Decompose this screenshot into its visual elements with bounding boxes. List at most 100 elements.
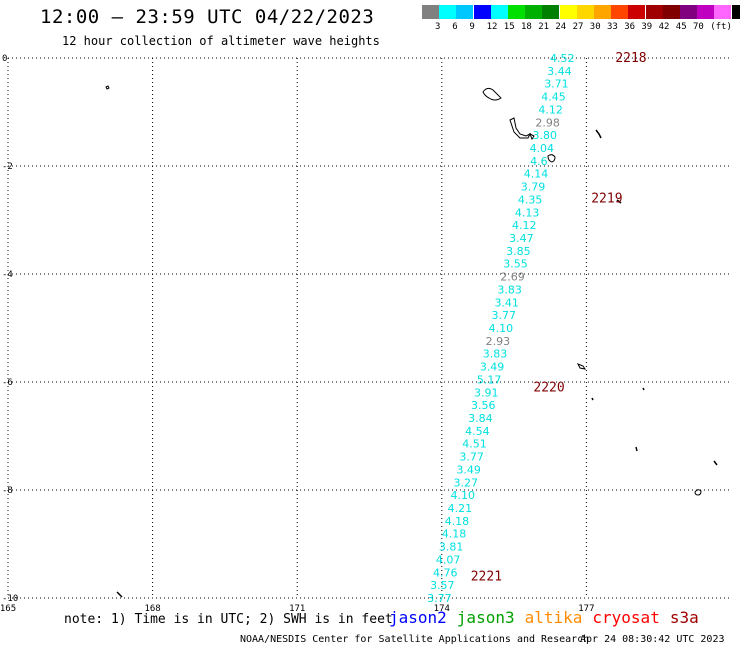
swh-value: 2.69 — [500, 271, 525, 284]
island-outline — [482, 87, 502, 101]
satellite-legend: jason2 jason3 altika cryosat s3a — [389, 608, 709, 627]
chart-subtitle: 12 hour collection of altimeter wave hei… — [62, 34, 380, 48]
swh-value: 4.52 — [550, 52, 575, 65]
time-label: 2219 — [591, 191, 622, 206]
color-swatch — [645, 5, 663, 19]
x-tick-label: 165 — [0, 604, 16, 614]
swh-value: 3.41 — [494, 296, 519, 309]
swh-value: 3.91 — [474, 386, 499, 399]
swh-value: 4.6 — [530, 155, 548, 168]
swh-value: 3.27 — [453, 476, 478, 489]
time-label: 2218 — [615, 51, 646, 66]
color-swatch — [456, 5, 474, 19]
swh-value: 3.81 — [439, 541, 464, 554]
footer-credit: NOAA/NESDIS Center for Satellite Applica… — [240, 634, 590, 645]
swh-value: 4.13 — [515, 206, 540, 219]
island-outline — [591, 397, 594, 401]
island-outline — [529, 132, 535, 141]
swh-value: 3.77 — [459, 451, 484, 464]
swh-value: 3.49 — [456, 463, 481, 476]
swh-value: 3.49 — [480, 361, 505, 374]
color-scale-label: 15 — [503, 22, 515, 32]
island-outline — [694, 489, 702, 496]
swh-value: 4.07 — [436, 553, 461, 566]
swh-value: 3.84 — [468, 412, 493, 425]
swh-value: 5.17 — [477, 373, 502, 386]
swh-value: 4.10 — [489, 322, 514, 335]
swh-value: 3.83 — [483, 348, 508, 361]
color-swatch — [576, 5, 594, 19]
island-outline — [105, 85, 110, 90]
island-outlines — [105, 85, 718, 598]
satellite-label: jason2 — [389, 608, 447, 627]
swh-value: 4.51 — [462, 438, 487, 451]
color-scale-label: 24 — [555, 22, 567, 32]
swh-value: 3.47 — [509, 232, 534, 245]
island-outline — [642, 387, 645, 391]
color-swatch — [628, 5, 646, 19]
color-scale-label: 3 — [435, 22, 441, 32]
swh-value: 3.85 — [506, 245, 531, 258]
time-label: 2221 — [471, 569, 502, 584]
x-tick-label: 168 — [144, 604, 160, 614]
color-scale-label: 9 — [469, 22, 475, 32]
swh-value: 4.18 — [442, 528, 467, 541]
color-scale-label: 18 — [521, 22, 532, 32]
swh-value: 4.54 — [465, 425, 490, 438]
color-swatch — [731, 5, 740, 19]
x-tick-label: 177 — [578, 604, 594, 614]
color-swatch — [559, 5, 577, 19]
island-outline — [509, 117, 532, 139]
color-scale-label: 12 — [486, 22, 498, 32]
color-swatch — [439, 5, 457, 19]
time-labels: 2218 2219 2220 2221 — [471, 51, 647, 584]
y-tick-label: -4 — [2, 270, 13, 280]
island-outline — [595, 129, 602, 139]
chart-title: 12:00 – 23:59 UTC 04/22/2023 — [40, 6, 375, 28]
time-label: 2220 — [533, 380, 564, 395]
swh-value: 3.77 — [492, 309, 517, 322]
axis-tick-labels: 165 168 171 174 177 0 -2 -4 -6 -8 -10 — [0, 54, 595, 614]
swh-value: 2.98 — [535, 116, 560, 129]
satellite-label: altika — [524, 608, 583, 627]
island-outline — [713, 460, 718, 466]
color-scale-label: 70 — [693, 22, 704, 32]
notes-text: note: 1) Time is in UTC; 2) SWH is in fe… — [64, 612, 393, 627]
swh-value: 4.04 — [530, 142, 555, 155]
swh-value: 4.10 — [451, 489, 476, 502]
color-scale-label: (ft) — [710, 22, 732, 32]
color-scale-label: 6 — [452, 22, 458, 32]
x-tick-label: 174 — [434, 604, 450, 614]
swh-value: 4.12 — [512, 219, 537, 232]
island-outline — [547, 154, 556, 163]
color-scale-label: 39 — [641, 22, 653, 32]
swh-value: 3.55 — [503, 258, 528, 271]
swh-value: 4.14 — [524, 168, 549, 181]
color-swatch — [542, 5, 560, 19]
swh-value: 4.45 — [541, 91, 566, 104]
island-outline — [635, 446, 638, 452]
color-scale-label: 36 — [624, 22, 636, 32]
swh-value: 3.56 — [471, 399, 496, 412]
color-swatch — [525, 5, 543, 19]
color-swatch — [490, 5, 508, 19]
map-grid — [7, 57, 731, 599]
y-tick-label: -6 — [2, 378, 13, 388]
y-tick-label: 0 — [2, 54, 7, 64]
swh-value: 4.35 — [518, 193, 543, 206]
swh-value: 3.80 — [532, 129, 557, 142]
color-swatch — [508, 5, 525, 19]
color-scale-label: 42 — [658, 22, 670, 32]
swh-value: 3.83 — [497, 283, 522, 296]
color-swatch — [662, 5, 680, 19]
color-scale-label: 27 — [572, 22, 584, 32]
satellite-label: cryosat — [592, 608, 660, 627]
swh-value: 4.21 — [448, 502, 473, 515]
color-swatch — [422, 5, 439, 19]
swh-track: 4.523.443.714.454.122.983.804.044.64.143… — [427, 52, 574, 605]
footer-timestamp: Apr 24 08:30:42 UTC 2023 — [580, 634, 725, 645]
swh-value: 2.93 — [486, 335, 511, 348]
swh-value: 4.12 — [538, 103, 563, 116]
color-scale-label: 30 — [589, 22, 601, 32]
